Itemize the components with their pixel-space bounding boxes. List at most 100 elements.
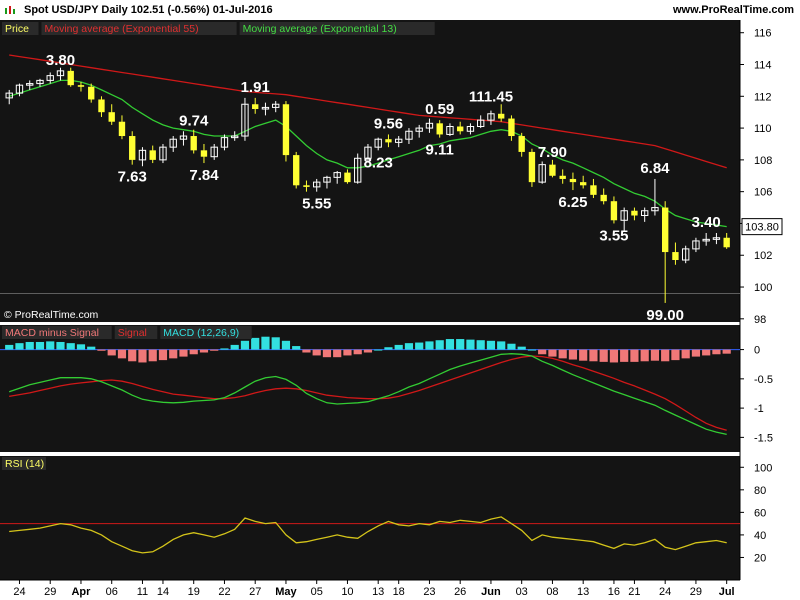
- ema13-line: [9, 79, 727, 228]
- price-legend-item: Moving average (Exponential 13): [243, 23, 397, 35]
- macd-histogram-bar: [56, 341, 65, 350]
- candle-body: [220, 137, 229, 148]
- x-tick-label: 06: [106, 586, 118, 598]
- legend-swatch: [114, 326, 158, 339]
- macd-histogram-bar: [230, 344, 239, 350]
- macd-histogram-bar: [599, 349, 608, 362]
- price-annotation: 7.63: [118, 169, 147, 186]
- candle-body: [538, 164, 546, 183]
- candle-body: [129, 136, 136, 160]
- macd-histogram-bar: [128, 349, 137, 362]
- candle-body: [712, 237, 721, 240]
- candle-body: [723, 237, 730, 248]
- site-link[interactable]: www.ProRealTime.com: [672, 4, 794, 16]
- price-axis-tick-label: 106: [754, 187, 772, 199]
- price-annotation: 111.45: [469, 88, 513, 105]
- candle-body: [415, 127, 423, 132]
- macd-histogram-bar: [138, 349, 147, 363]
- macd-histogram-bar: [661, 349, 670, 362]
- candle-body: [138, 149, 147, 161]
- price-axis-tick-label: 108: [754, 155, 772, 167]
- candle-body: [190, 136, 197, 151]
- chart-header: Spot USD/JPY Daily 102.51 (-0.56%) 01-Ju…: [0, 0, 800, 20]
- x-tick-label: Jul: [719, 586, 735, 598]
- macd-histogram-bar: [148, 349, 157, 362]
- macd-histogram-bar: [5, 344, 14, 350]
- rsi-axis-tick-label: 100: [754, 462, 772, 474]
- candle-body: [323, 176, 331, 183]
- candle-body: [261, 106, 270, 110]
- price-annotation: 9.74: [179, 112, 209, 129]
- x-tick-label: Jun: [481, 586, 501, 598]
- macd-legend-item: Signal: [118, 327, 147, 339]
- macd-histogram-bar: [66, 343, 75, 350]
- x-tick-label: 13: [577, 586, 589, 598]
- candle-body: [610, 201, 618, 221]
- candle-body: [620, 210, 628, 221]
- candle-body: [569, 178, 577, 183]
- candle-body: [487, 113, 495, 121]
- candle-body: [15, 84, 24, 94]
- macd-histogram-bar: [476, 340, 485, 350]
- macd-histogram-bar: [302, 349, 311, 353]
- macd-histogram-bar: [169, 349, 178, 359]
- price-annotation: 3.80: [46, 52, 75, 69]
- candle-body: [67, 70, 74, 86]
- candle-body: [518, 136, 525, 152]
- price-annotation: 5.55: [302, 196, 331, 213]
- candle-body: [88, 86, 95, 100]
- candle-body: [241, 103, 249, 137]
- candle-body: [395, 138, 403, 143]
- macd-histogram-bar: [691, 349, 701, 357]
- price-axis-tick-label: 100: [754, 282, 772, 294]
- macd-axis-tick-label: -1: [754, 403, 764, 415]
- macd-histogram-bar: [671, 349, 680, 361]
- candle-body: [508, 118, 515, 137]
- watermark: © ProRealTime.com: [4, 309, 99, 321]
- macd-histogram-bar: [712, 349, 721, 355]
- price-legend-item: Moving average (Exponential 55): [45, 23, 199, 35]
- x-tick-label: 24: [13, 586, 25, 598]
- last-price-label: 103.80: [745, 222, 779, 234]
- price-axis-tick-label: 110: [754, 123, 772, 135]
- candle-body: [446, 125, 454, 135]
- candle-body: [590, 185, 597, 195]
- rsi-line: [9, 516, 727, 554]
- legend-swatch: [2, 326, 112, 339]
- candle-body: [405, 130, 413, 140]
- macd-histogram-bar: [404, 343, 414, 350]
- macd-histogram-bar: [538, 349, 547, 355]
- rsi-legend-item: RSI (14): [5, 458, 44, 470]
- candle-body: [252, 104, 259, 110]
- y-axis-strip: [740, 20, 800, 600]
- candle-body: [169, 138, 177, 148]
- candle-body: [179, 135, 188, 140]
- candle-body: [702, 238, 710, 242]
- candle-body: [313, 181, 321, 188]
- x-tick-label: 10: [341, 586, 353, 598]
- candle-body: [293, 155, 300, 186]
- macd-histogram-bar: [312, 349, 321, 356]
- price-legend-item: Price: [5, 23, 29, 35]
- legend-swatch: [2, 457, 46, 470]
- ema55-line: [9, 54, 727, 169]
- x-tick-label: 26: [454, 586, 466, 598]
- macd-histogram-bar: [650, 349, 660, 361]
- x-tick-label: 18: [393, 586, 405, 598]
- macd-histogram-bar: [210, 349, 219, 351]
- macd-histogram-bar: [589, 349, 598, 362]
- candle-body: [600, 194, 607, 202]
- candle-body: [159, 146, 167, 161]
- macd-histogram-bar: [681, 349, 690, 359]
- candle-body: [385, 139, 392, 143]
- macd-line: [8, 353, 727, 436]
- macd-histogram-bar: [722, 349, 731, 354]
- candle-body: [210, 146, 218, 158]
- x-tick-label: May: [275, 586, 297, 598]
- macd-histogram-bar: [445, 339, 455, 350]
- macd-histogram-bar: [333, 349, 342, 358]
- candle-body: [672, 252, 679, 261]
- macd-histogram-bar: [363, 349, 373, 353]
- macd-legend-item: MACD (12,26,9): [163, 327, 239, 339]
- panel-2-background: [0, 325, 740, 452]
